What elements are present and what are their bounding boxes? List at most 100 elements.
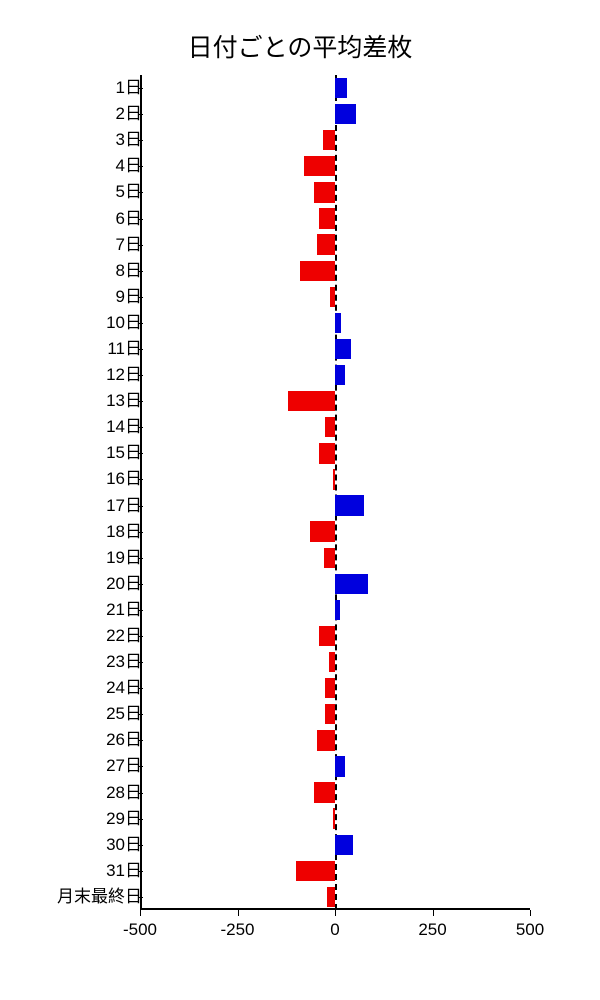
y-tick	[138, 584, 143, 585]
bar	[335, 574, 368, 594]
bar	[324, 548, 335, 568]
y-axis-label: 21日	[22, 600, 142, 620]
y-axis-label: 9日	[22, 287, 142, 307]
y-tick	[138, 114, 143, 115]
y-axis-label: 1日	[22, 78, 142, 98]
bar	[327, 887, 335, 907]
y-axis-label: 20日	[22, 574, 142, 594]
y-axis-label: 11日	[22, 339, 142, 359]
bar	[319, 208, 335, 228]
bar	[335, 313, 341, 333]
bar	[335, 600, 340, 620]
y-tick	[138, 662, 143, 663]
y-axis-label: 23日	[22, 652, 142, 672]
y-tick	[138, 401, 143, 402]
bar	[329, 652, 335, 672]
bar	[335, 835, 353, 855]
y-axis-label: 14日	[22, 417, 142, 437]
y-axis-label: 3日	[22, 130, 142, 150]
x-axis-label: 500	[516, 920, 544, 940]
y-tick	[138, 610, 143, 611]
bar	[288, 391, 335, 411]
y-axis-label: 17日	[22, 496, 142, 516]
y-axis-label: 12日	[22, 365, 142, 385]
y-axis-label: 6日	[22, 209, 142, 229]
y-tick	[138, 636, 143, 637]
y-axis-label: 26日	[22, 730, 142, 750]
y-axis-label: 24日	[22, 678, 142, 698]
bar	[330, 287, 335, 307]
y-axis-label: 16日	[22, 469, 142, 489]
bar	[335, 365, 345, 385]
chart-title: 日付ごとの平均差枚	[0, 28, 600, 64]
y-tick	[138, 375, 143, 376]
y-tick	[138, 323, 143, 324]
bar	[333, 808, 335, 828]
y-tick	[138, 271, 143, 272]
x-tick	[530, 910, 531, 916]
bar	[335, 495, 364, 515]
y-tick	[138, 166, 143, 167]
bar	[333, 469, 335, 489]
y-axis-label: 2日	[22, 104, 142, 124]
y-axis-label: 7日	[22, 235, 142, 255]
y-axis-label: 8日	[22, 261, 142, 281]
y-axis-label: 27日	[22, 756, 142, 776]
y-tick	[138, 427, 143, 428]
x-axis-label: -250	[220, 920, 254, 940]
bar	[325, 704, 335, 724]
y-axis-label: 5日	[22, 182, 142, 202]
bar	[325, 417, 335, 437]
bar	[323, 130, 335, 150]
bar	[319, 443, 335, 463]
y-tick	[138, 297, 143, 298]
y-tick	[138, 688, 143, 689]
bar	[304, 156, 335, 176]
y-tick	[138, 453, 143, 454]
y-axis-label: 28日	[22, 783, 142, 803]
chart-container: 日付ごとの平均差枚 1日2日3日4日5日6日7日8日9日10日11日12日13日…	[0, 0, 600, 1000]
y-tick	[138, 845, 143, 846]
bar	[325, 678, 335, 698]
y-tick	[138, 897, 143, 898]
bar	[335, 339, 351, 359]
bar	[317, 730, 335, 750]
y-tick	[138, 532, 143, 533]
y-axis-label: 25日	[22, 704, 142, 724]
x-tick	[335, 910, 336, 916]
bar	[335, 104, 356, 124]
bar	[314, 782, 335, 802]
y-tick	[138, 871, 143, 872]
plot-area	[140, 75, 530, 910]
y-axis-label: 18日	[22, 522, 142, 542]
y-tick	[138, 245, 143, 246]
x-tick	[433, 910, 434, 916]
y-axis-label: 15日	[22, 443, 142, 463]
y-axis-label: 31日	[22, 861, 142, 881]
x-axis-label: 250	[418, 920, 446, 940]
bar	[296, 861, 335, 881]
y-tick	[138, 88, 143, 89]
x-axis-label: -500	[123, 920, 157, 940]
y-axis-label: 29日	[22, 809, 142, 829]
y-tick	[138, 558, 143, 559]
y-tick	[138, 219, 143, 220]
bar	[317, 234, 335, 254]
y-tick	[138, 506, 143, 507]
y-axis-label: 19日	[22, 548, 142, 568]
y-tick	[138, 140, 143, 141]
y-tick	[138, 349, 143, 350]
bar	[335, 78, 347, 98]
y-axis-label: 30日	[22, 835, 142, 855]
y-tick	[138, 192, 143, 193]
bar	[319, 626, 335, 646]
y-axis-label: 22日	[22, 626, 142, 646]
bar	[300, 261, 335, 281]
x-tick	[140, 910, 141, 916]
zero-line	[335, 75, 337, 910]
x-tick	[238, 910, 239, 916]
bar	[314, 182, 335, 202]
y-tick	[138, 819, 143, 820]
y-axis-label: 13日	[22, 391, 142, 411]
y-axis-label: 4日	[22, 156, 142, 176]
